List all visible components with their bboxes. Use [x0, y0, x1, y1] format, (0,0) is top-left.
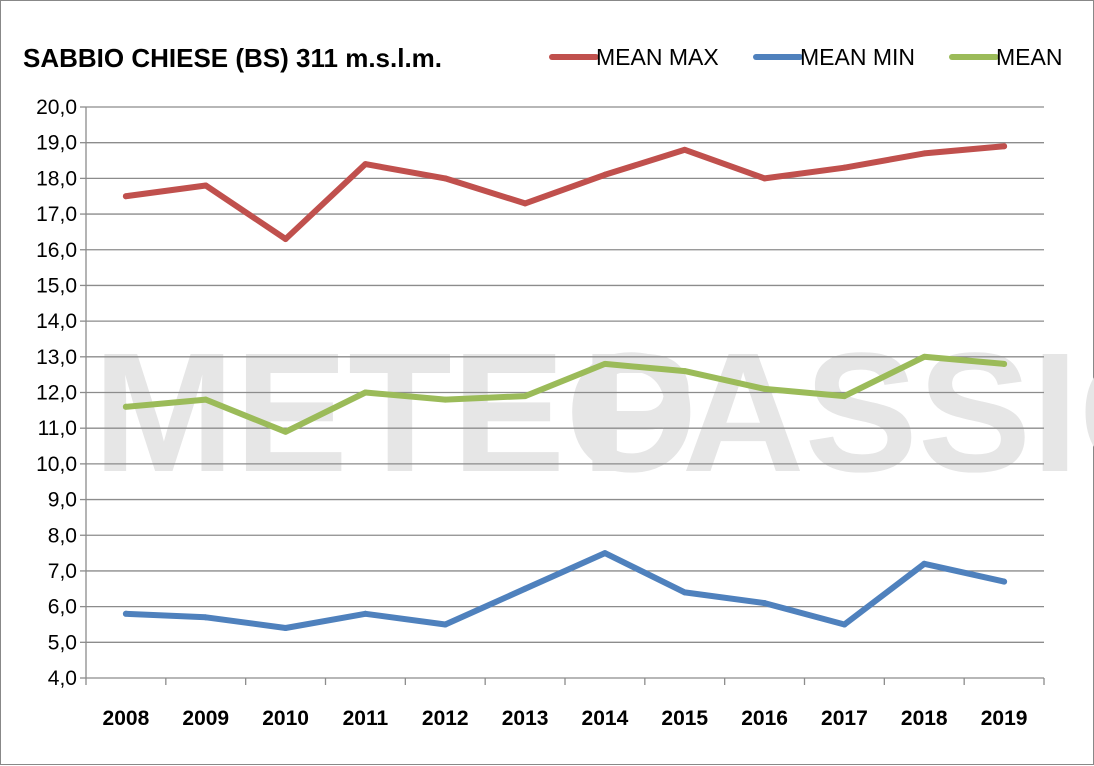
legend-label-mean: MEAN	[996, 44, 1062, 70]
data-point-mean	[761, 385, 768, 392]
data-point-mean-min	[761, 600, 768, 607]
data-point-mean-max	[442, 175, 449, 182]
y-tick-label: 10,0	[36, 453, 77, 476]
data-point-mean-max	[601, 171, 608, 178]
y-tick-label: 12,0	[36, 382, 77, 405]
x-tick-label: 2019	[981, 707, 1028, 730]
legend-label-mean-min: MEAN MIN	[800, 44, 915, 70]
watermark-text-left: METEO	[93, 318, 697, 508]
data-point-mean-min	[362, 610, 369, 617]
grid	[86, 106, 1044, 643]
data-point-mean	[362, 389, 369, 396]
x-tick-label: 2013	[502, 707, 549, 730]
data-point-mean	[442, 396, 449, 403]
data-point-mean-min	[681, 589, 688, 596]
data-point-mean	[282, 428, 289, 435]
data-point-mean-min	[522, 585, 529, 592]
x-tick-label: 2015	[661, 707, 708, 730]
data-point-mean-max	[522, 200, 529, 207]
data-point-mean-max	[761, 175, 768, 182]
data-point-mean-min	[841, 621, 848, 628]
series-lines	[122, 143, 1008, 632]
x-tick-label: 2011	[343, 707, 389, 730]
data-point-mean-max	[681, 146, 688, 153]
x-tick-label: 2010	[262, 707, 309, 730]
data-point-mean-min	[601, 550, 608, 557]
data-point-mean	[601, 360, 608, 367]
x-tick-label: 2017	[821, 707, 868, 730]
data-point-mean-min	[122, 610, 129, 617]
series-line-mean	[122, 353, 1008, 435]
data-point-mean-max	[362, 161, 369, 168]
x-tick-label: 2016	[741, 707, 788, 730]
data-point-mean	[202, 396, 209, 403]
data-point-mean-min	[442, 621, 449, 628]
y-tick-label: 5,0	[48, 631, 77, 654]
data-point-mean	[1001, 360, 1008, 367]
data-point-mean-max	[841, 164, 848, 171]
data-point-mean	[921, 353, 928, 360]
data-point-mean-max	[122, 193, 129, 200]
y-tick-label: 20,0	[36, 96, 77, 119]
axes: 4,0 5,0 6,0 7,0 8,0 9,0 10,0 11,0 12,0 13,0 14,0 15…	[36, 96, 1045, 730]
y-tick-label: 9,0	[48, 489, 77, 512]
legend-label-mean-max: MEAN MAX	[596, 44, 719, 70]
data-point-mean-max	[202, 182, 209, 189]
y-tick-label: 11,0	[38, 417, 77, 440]
chart-title: SABBIO CHIESE (BS) 311 m.s.l.m.	[23, 43, 442, 73]
data-point-mean-max	[1001, 143, 1008, 150]
x-tick-label: 2012	[422, 707, 469, 730]
y-tick-label: 19,0	[36, 132, 77, 155]
data-point-mean	[841, 393, 848, 400]
data-point-mean	[122, 403, 129, 410]
y-tick-label: 18,0	[36, 167, 77, 190]
data-point-mean-min	[282, 625, 289, 632]
x-tick-label: 2018	[901, 707, 948, 730]
x-tick-label: 2008	[103, 707, 150, 730]
y-tick-label: 16,0	[36, 239, 77, 262]
y-tick-label: 6,0	[48, 596, 77, 619]
x-tick-label: 2014	[582, 707, 629, 730]
data-point-mean-min	[202, 614, 209, 621]
y-tick-label: 7,0	[48, 560, 77, 583]
y-tick-label: 15,0	[36, 274, 77, 297]
y-tick-label: 13,0	[36, 346, 77, 369]
data-point-mean-max	[282, 236, 289, 243]
x-tick-label: 2009	[182, 707, 229, 730]
y-tick-label: 4,0	[48, 667, 77, 690]
data-point-mean-min	[1001, 578, 1008, 585]
data-point-mean	[522, 393, 529, 400]
series-line-mean-max	[122, 143, 1008, 242]
series-line-mean-min	[122, 550, 1008, 631]
data-point-mean-max	[921, 150, 928, 157]
legend: MEAN MAX MEAN MIN MEAN	[549, 44, 1062, 70]
y-tick-label: 17,0	[36, 203, 77, 226]
y-tick-label: 8,0	[48, 524, 77, 547]
data-point-mean-min	[921, 560, 928, 567]
watermark-text-right: PASSIONE	[581, 318, 1094, 508]
data-point-mean	[681, 368, 688, 375]
y-tick-label: 14,0	[36, 310, 77, 333]
watermark: METEOPASSIONE	[93, 318, 1094, 508]
